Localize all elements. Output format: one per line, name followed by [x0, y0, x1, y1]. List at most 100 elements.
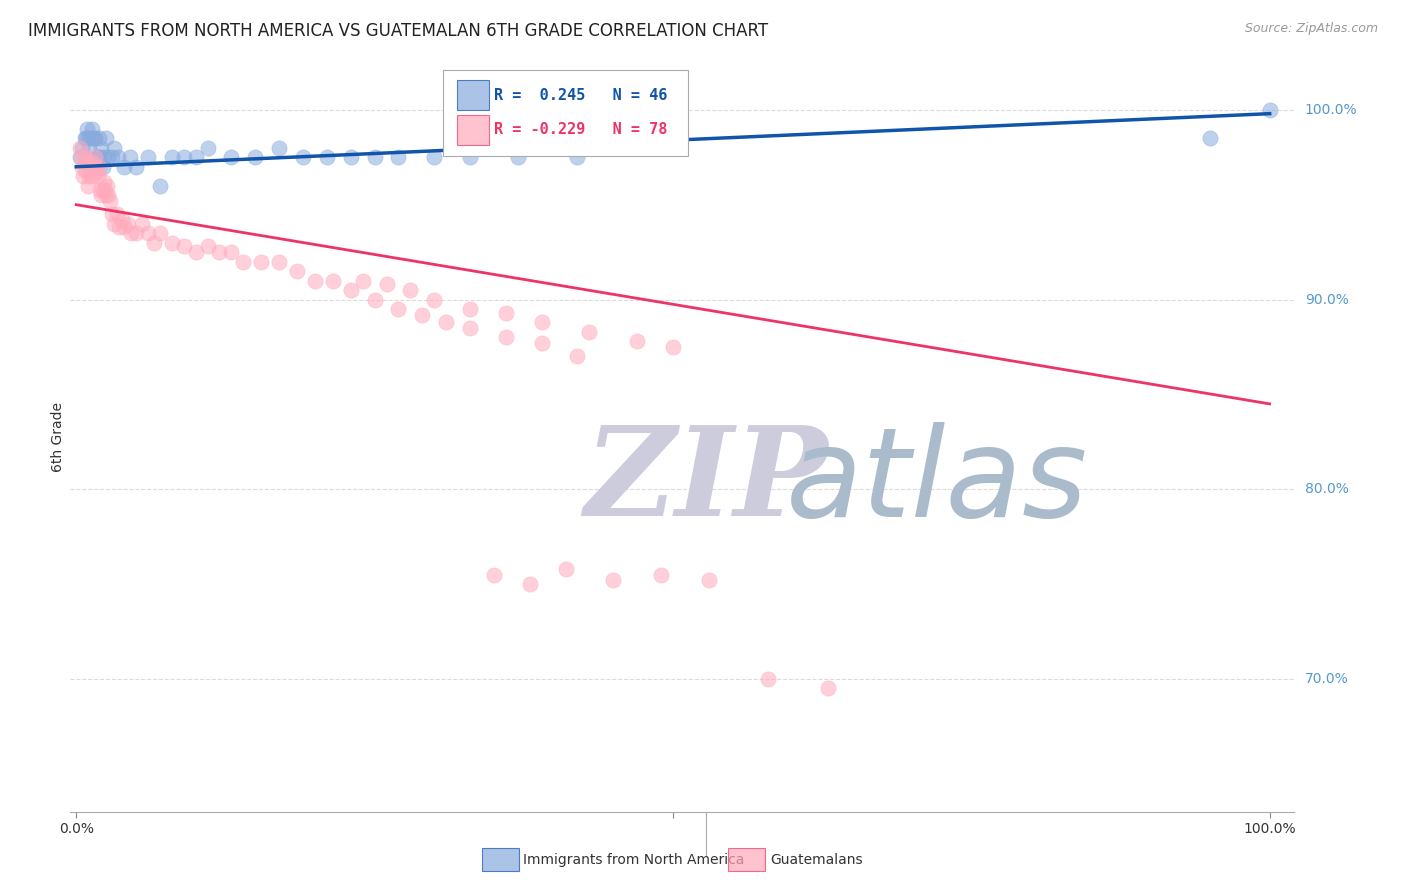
Text: 70.0%: 70.0%	[1305, 672, 1348, 686]
Point	[626, 334, 648, 349]
Text: Guatemalans: Guatemalans	[770, 853, 863, 867]
Point	[142, 235, 165, 250]
Point	[352, 274, 374, 288]
Point	[112, 220, 135, 235]
Point	[94, 182, 117, 196]
Text: atlas: atlas	[786, 422, 1088, 542]
Point	[125, 160, 148, 174]
Text: ZIP: ZIP	[583, 421, 828, 543]
Point	[1258, 103, 1281, 117]
Text: 90.0%: 90.0%	[1305, 293, 1348, 307]
Point	[76, 154, 98, 169]
Point	[117, 217, 139, 231]
Point	[82, 156, 104, 170]
Point	[375, 277, 398, 292]
Point	[530, 315, 553, 329]
Point	[118, 150, 141, 164]
Point	[387, 150, 409, 164]
Point	[519, 577, 541, 591]
Point	[90, 141, 112, 155]
Point	[136, 226, 159, 240]
Point	[602, 574, 624, 588]
Point	[107, 150, 129, 164]
Point	[131, 217, 153, 231]
Point	[149, 226, 172, 240]
Point	[458, 150, 481, 164]
Point	[322, 274, 344, 288]
Point	[70, 150, 93, 164]
Text: IMMIGRANTS FROM NORTH AMERICA VS GUATEMALAN 6TH GRADE CORRELATION CHART: IMMIGRANTS FROM NORTH AMERICA VS GUATEMA…	[28, 22, 768, 40]
Point	[79, 163, 101, 178]
Text: R =  0.245   N = 46: R = 0.245 N = 46	[494, 88, 666, 103]
Point	[94, 188, 117, 202]
Point	[160, 235, 183, 250]
Point	[173, 150, 195, 164]
Point	[79, 131, 101, 145]
Text: 80.0%: 80.0%	[1305, 483, 1348, 496]
Point	[221, 245, 243, 260]
Point	[232, 254, 254, 268]
Point	[650, 567, 672, 582]
Point	[197, 141, 219, 155]
Point	[97, 188, 120, 202]
Point	[554, 562, 576, 576]
Point	[83, 131, 105, 145]
Point	[87, 150, 110, 164]
Point	[84, 150, 107, 164]
Point	[90, 188, 112, 202]
Point	[387, 301, 409, 316]
Point	[458, 321, 481, 335]
Point	[112, 160, 135, 174]
Text: R = -0.229   N = 78: R = -0.229 N = 78	[494, 122, 666, 137]
Point	[96, 178, 118, 193]
Point	[315, 150, 337, 164]
FancyBboxPatch shape	[457, 80, 489, 111]
Point	[93, 175, 115, 189]
Point	[79, 141, 101, 155]
Point	[458, 301, 481, 316]
FancyBboxPatch shape	[443, 70, 688, 156]
Point	[578, 325, 600, 339]
Point	[97, 150, 120, 164]
Point	[93, 150, 115, 164]
Point	[495, 330, 517, 344]
Point	[70, 160, 93, 174]
Point	[160, 150, 183, 164]
Point	[76, 121, 98, 136]
Point	[87, 169, 110, 184]
Point	[108, 220, 131, 235]
Point	[1199, 131, 1222, 145]
Point	[73, 131, 96, 145]
Point	[506, 150, 529, 164]
Point	[79, 169, 101, 184]
Point	[184, 150, 207, 164]
Text: Immigrants from North America: Immigrants from North America	[523, 853, 744, 867]
Point	[173, 239, 195, 253]
Point	[83, 160, 105, 174]
Point	[245, 150, 267, 164]
Point	[70, 141, 93, 155]
Point	[423, 293, 446, 307]
Point	[84, 131, 107, 145]
Point	[75, 131, 97, 145]
Point	[269, 141, 291, 155]
Point	[75, 163, 97, 178]
Point	[89, 150, 111, 164]
Point	[120, 226, 142, 240]
Point	[73, 150, 96, 164]
Point	[208, 245, 231, 260]
Point	[94, 131, 117, 145]
Point	[817, 681, 839, 696]
Point	[399, 283, 422, 297]
Point	[72, 169, 94, 184]
Point	[530, 336, 553, 351]
Point	[482, 567, 505, 582]
Point	[87, 160, 110, 174]
Point	[136, 150, 159, 164]
Y-axis label: 6th Grade: 6th Grade	[51, 402, 65, 472]
Point	[98, 194, 121, 208]
Point	[77, 178, 100, 193]
Point	[697, 574, 720, 588]
Point	[339, 150, 361, 164]
Point	[285, 264, 308, 278]
